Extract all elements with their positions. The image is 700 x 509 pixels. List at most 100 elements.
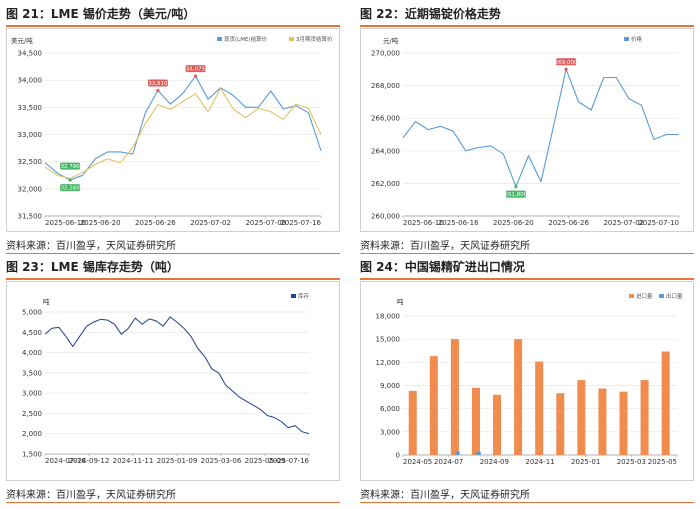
x-tick-label: 2025-06-16 xyxy=(438,219,479,227)
annotation-label: 32,160 xyxy=(60,186,80,192)
legend-label: 3月期货结算价 xyxy=(296,35,333,43)
title-underline xyxy=(6,25,340,27)
y-tick-label: 18,000 xyxy=(376,313,401,321)
bar xyxy=(619,391,628,455)
x-tick-label: 2025-07-10 xyxy=(638,219,679,227)
series-line xyxy=(44,316,310,435)
title-underline xyxy=(6,278,340,280)
bar xyxy=(640,380,649,455)
y-tick-label: 32,000 xyxy=(18,185,43,193)
panel-title: 图 21：LME 锡价走势（美元/吨） xyxy=(6,7,196,21)
y-tick-label: 4,000 xyxy=(22,349,42,357)
x-tick-label: 2025-06-26 xyxy=(548,219,589,227)
chart-frame: 260,000 262,000 264,000 266,000 268,000 270,0… xyxy=(360,28,694,232)
annotation-badge xyxy=(556,58,577,66)
legend-swatch xyxy=(289,37,294,41)
series-line xyxy=(44,87,322,180)
y-tick-label: 268,000 xyxy=(371,82,400,90)
y-tick-label: 5,000 xyxy=(22,309,42,317)
panel-title: 图 22：近期锡锭价格走势 xyxy=(360,7,501,21)
panel-tin-ingot-price: 图 22：近期锡锭价格走势 260,000 262,000 264,000 266,0… xyxy=(360,4,694,254)
source-note: 资料来源：百川盈孚，天风证券研究所 xyxy=(360,241,530,252)
y-tick-label: 262,000 xyxy=(371,180,400,188)
legend-label: 现货(LME)结算价 xyxy=(224,35,268,43)
x-tick-label: 2025-06-10 xyxy=(403,219,444,227)
chart-frame: 31,500 32,000 32,500 33,000 33,500 34,000 34,5… xyxy=(6,28,340,232)
title-underline xyxy=(360,278,694,280)
annotation-point xyxy=(193,74,198,78)
source-note: 资料来源：百川盈孚，天风证券研究所 xyxy=(6,490,176,501)
panel-title: 图 23：LME 锡库存走势（吨） xyxy=(6,260,179,274)
legend-swatch xyxy=(624,37,629,41)
x-tick-label: 2024-07 xyxy=(434,458,463,466)
x-tick-label: 2025-07-02 xyxy=(603,219,644,227)
legend-label: 进口量 xyxy=(636,292,653,300)
annotation-badge xyxy=(505,190,526,198)
series-line xyxy=(402,68,679,188)
y-tick-label: 3,500 xyxy=(22,369,42,377)
y-tick-label: 31,500 xyxy=(18,213,43,221)
x-tick-label: 2025-06-20 xyxy=(493,219,534,227)
bar xyxy=(408,390,417,455)
unit-label: 美元/吨 xyxy=(11,36,33,45)
unit-label: 吨 xyxy=(43,297,50,306)
annotation-label: 33,810 xyxy=(148,81,168,87)
annotation-point xyxy=(68,178,72,182)
unit-label: 吨 xyxy=(397,297,404,306)
x-tick-label: 2025-06-26 xyxy=(135,219,176,227)
x-tick-label: 2025-07-16 xyxy=(268,457,309,465)
x-tick-label: 2024-07-16 xyxy=(45,457,86,465)
bar xyxy=(455,451,460,455)
y-tick-label: 33,000 xyxy=(18,131,43,139)
bar xyxy=(661,351,670,455)
y-tick-label: 33,500 xyxy=(18,104,43,112)
x-tick-label: 2025-07-08 xyxy=(245,219,286,227)
x-tick-label: 2024-09-12 xyxy=(69,457,110,465)
source-underline xyxy=(6,502,340,503)
annotation-badge xyxy=(60,184,81,192)
y-tick-label: 4,500 xyxy=(22,329,42,337)
chart-lme-tin-price: 31,500 32,000 32,500 33,000 33,500 34,000 34,5… xyxy=(11,35,333,227)
annotation-label: 261,800 xyxy=(505,192,528,198)
bar xyxy=(598,388,607,455)
y-tick-label: 12,000 xyxy=(376,359,401,367)
source-underline xyxy=(6,253,340,254)
x-tick-label: 2024-11-11 xyxy=(113,457,154,465)
panel-lme-tin-price: 图 21：LME 锡价走势（美元/吨） 31,500 32,000 32,500 33… xyxy=(6,4,340,254)
chart-frame: 1,500 2,000 2,500 3,000 3,500 4,000 4,500 5,000… xyxy=(6,281,340,481)
chart-tin-ingot-price: 260,000 262,000 264,000 266,000 268,000 270,0… xyxy=(371,35,680,227)
x-tick-label: 2025-03 xyxy=(617,458,646,466)
y-tick-label: 266,000 xyxy=(371,115,400,123)
bar xyxy=(535,361,544,455)
annotation-point xyxy=(564,67,568,71)
x-tick-label: 2025-03-06 xyxy=(201,457,242,465)
annotation-point xyxy=(514,185,518,189)
y-tick-label: 270,000 xyxy=(371,50,400,58)
source-underline xyxy=(360,253,694,254)
legend-swatch xyxy=(217,37,222,41)
annotation-point xyxy=(156,88,160,93)
x-tick-label: 2024-09 xyxy=(480,458,509,466)
y-tick-label: 2,000 xyxy=(22,430,42,438)
x-tick-label: 2025-01 xyxy=(571,458,600,466)
y-tick-label: 34,000 xyxy=(18,77,43,85)
bar xyxy=(476,451,481,455)
annotation-badge xyxy=(147,79,168,87)
y-tick-label: 34,500 xyxy=(18,50,43,58)
legend-label: 库存 xyxy=(298,292,310,300)
chart-lme-tin-inventory: 1,500 2,000 2,500 3,000 3,500 4,000 4,500 5,000… xyxy=(22,292,310,465)
y-tick-label: 260,000 xyxy=(371,213,400,221)
y-tick-label: 3,000 xyxy=(380,428,400,436)
legend-swatch xyxy=(629,294,634,298)
y-tick-label: 264,000 xyxy=(371,147,400,155)
annotation-point xyxy=(68,166,72,170)
y-tick-label: 2,500 xyxy=(22,410,42,418)
x-tick-label: 2025-07-02 xyxy=(190,219,231,227)
x-tick-label: 2025-07-16 xyxy=(280,219,321,227)
x-tick-label: 2025-06-16 xyxy=(45,219,86,227)
chart-tin-concentrate-trade: 0 3,000 6,000 9,000 12,000 15,000 18,000 吨 2024-… xyxy=(376,292,684,466)
y-tick-label: 32,500 xyxy=(18,158,43,166)
bar xyxy=(577,380,586,455)
x-tick-label: 2025-05-09 xyxy=(245,457,286,465)
legend-swatch xyxy=(291,294,296,298)
